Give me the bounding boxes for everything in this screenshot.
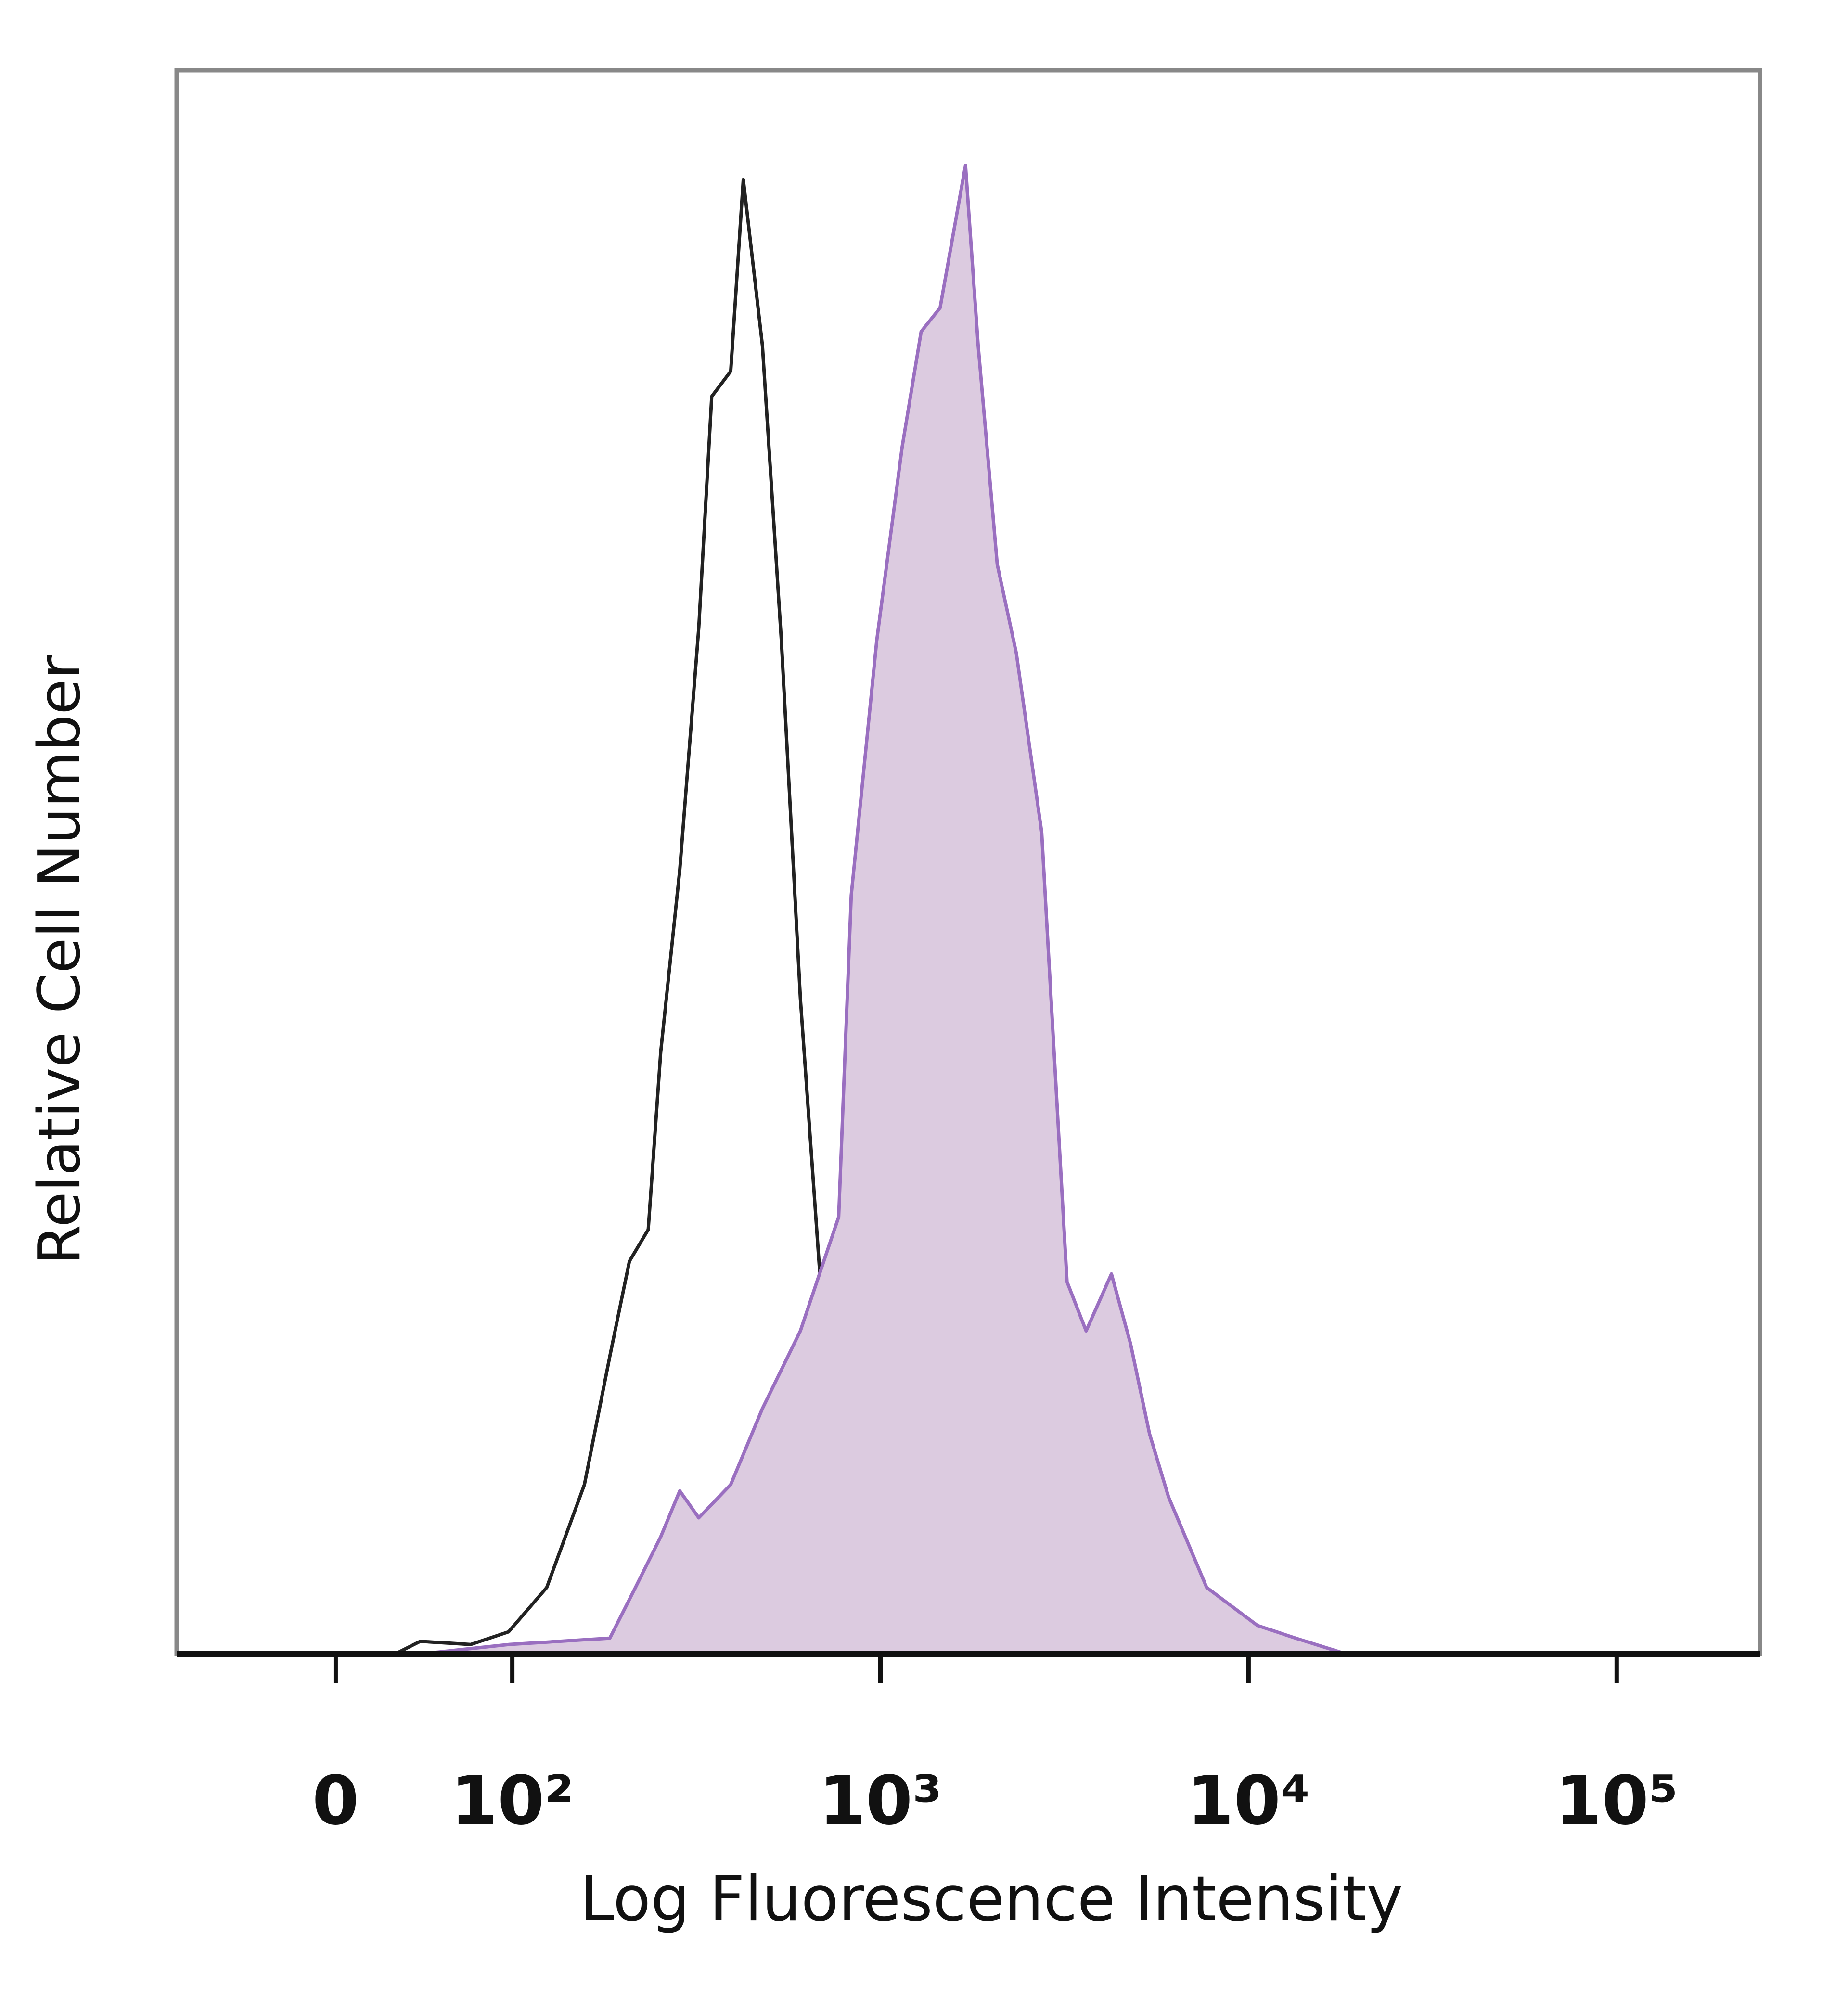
x-tick-label: 10³ bbox=[819, 1762, 942, 1840]
histogram-line bbox=[420, 164, 1347, 1656]
x-tick-label: 10² bbox=[451, 1762, 574, 1840]
x-tick-label: 0 bbox=[312, 1762, 359, 1840]
x-axis-title: Log Fluorescence Intensity bbox=[580, 1863, 1403, 1935]
y-axis-title: Relative Cell Number bbox=[26, 655, 93, 1265]
histogram-area bbox=[420, 165, 1347, 1654]
x-tick-label: 10⁵ bbox=[1555, 1762, 1678, 1840]
x-tick-label: 10⁴ bbox=[1187, 1762, 1310, 1840]
